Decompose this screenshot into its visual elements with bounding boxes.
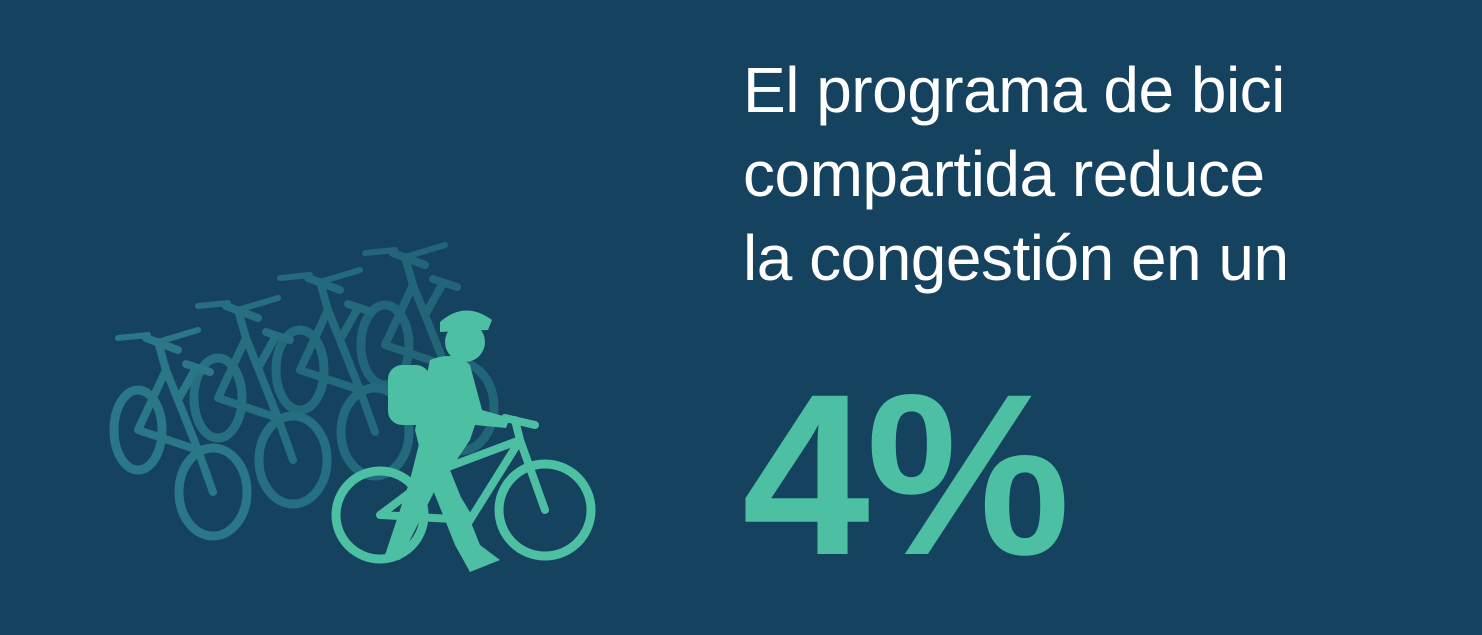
headline-line: El programa de bici (743, 54, 1285, 126)
stat-value: 4% (742, 346, 1070, 603)
headline-line: la congestión en un (743, 222, 1289, 294)
headline: El programa de bici compartida reduce la… (743, 48, 1289, 300)
headline-line: compartida reduce (743, 138, 1265, 210)
rider (385, 310, 510, 572)
bikes-illustration (0, 0, 596, 572)
